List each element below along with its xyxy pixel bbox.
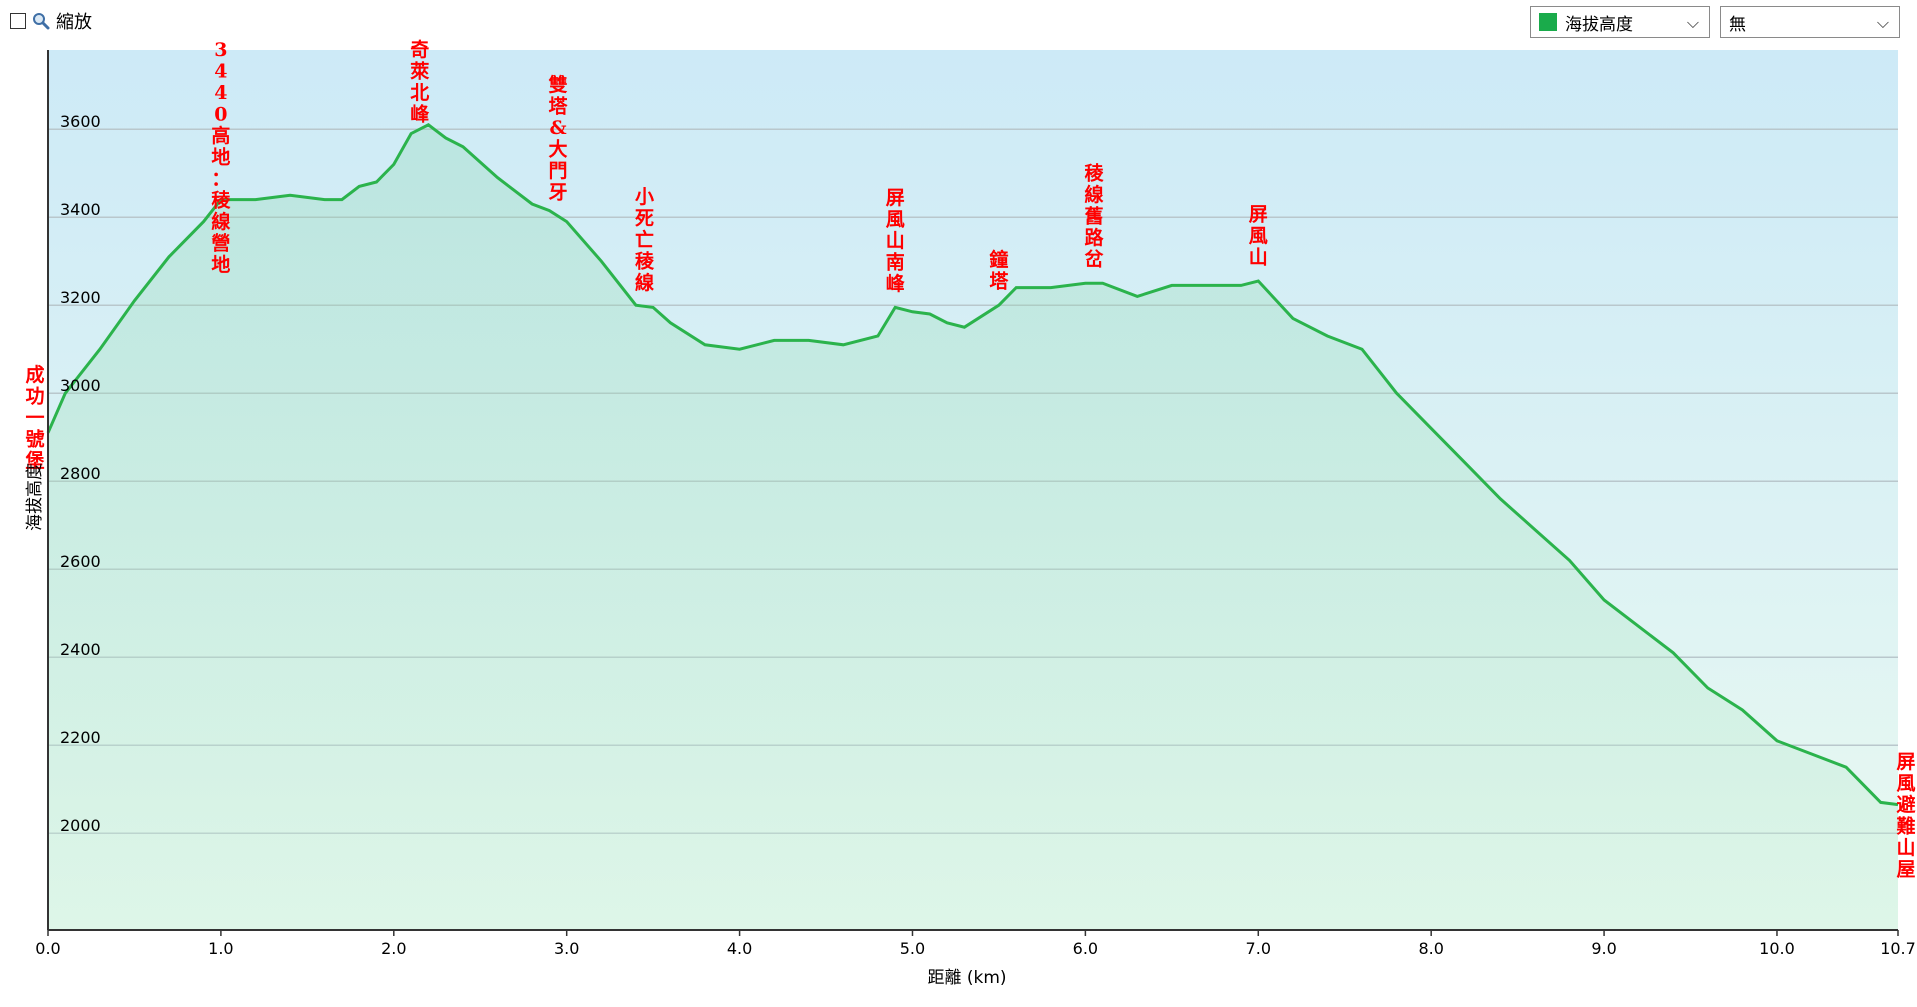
y-tick-label: 3000 — [60, 376, 101, 395]
x-tick-label: 2.0 — [381, 939, 406, 958]
y-axis-label: 海拔高度 — [25, 463, 45, 531]
peak-annotation: 鐘塔 — [989, 248, 1009, 293]
y-tick-label: 2600 — [60, 552, 101, 571]
chevron-down-icon: ⌵ — [1876, 13, 1889, 32]
peak-annotation: 3 4 4 0 高地：稜線營地 — [211, 39, 231, 276]
peak-annotation: 屏風山南峰 — [886, 187, 906, 295]
peak-annotation: 屏風避難山屋 — [1896, 751, 1915, 881]
toolbar: 縮放 海拔高度 ⌵ 無 ⌵ — [0, 0, 1917, 48]
series-color-swatch — [1539, 13, 1557, 31]
x-tick-label: 10.7 — [1880, 939, 1916, 958]
y-tick-label: 3600 — [60, 112, 101, 131]
x-tick-label: 5.0 — [900, 939, 925, 958]
x-tick-label: 0.0 — [35, 939, 60, 958]
chevron-down-icon: ⌵ — [1686, 13, 1699, 32]
peak-annotation: 雙塔&大門牙 — [549, 73, 569, 204]
magnifier-icon — [33, 13, 50, 30]
elevation-line — [46, 123, 1899, 807]
zoom-toggle[interactable]: 縮放 — [10, 8, 92, 34]
y-tick-label: 3400 — [60, 200, 101, 219]
x-tick-label: 1.0 — [208, 939, 233, 958]
series-select-value: 海拔高度 — [1565, 14, 1633, 35]
x-tick-label: 9.0 — [1591, 939, 1616, 958]
secondary-select[interactable]: 無 ⌵ — [1720, 6, 1900, 38]
x-tick-label: 7.0 — [1246, 939, 1271, 958]
x-tick-label: 10.0 — [1759, 939, 1795, 958]
y-tick-label: 2800 — [60, 464, 101, 483]
peak-annotation: 屏風山 — [1249, 204, 1268, 269]
peak-annotation: 成功一號堡 — [25, 363, 44, 472]
y-tick-label: 2400 — [60, 640, 101, 659]
series-select[interactable]: 海拔高度 ⌵ — [1530, 6, 1710, 38]
peak-annotation: 稜線舊路岔 — [1085, 162, 1105, 271]
peak-annotation: 小死亡稜線 — [635, 186, 655, 294]
zoom-label: 縮放 — [56, 12, 92, 33]
elevation-area — [48, 124, 1898, 931]
x-tick-label: 8.0 — [1418, 939, 1443, 958]
x-tick-label: 6.0 — [1073, 939, 1098, 958]
secondary-select-value: 無 — [1729, 14, 1746, 35]
zoom-checkbox[interactable] — [10, 13, 26, 29]
x-axis-label: 距離 (km) — [927, 968, 1006, 988]
x-tick-label: 3.0 — [554, 939, 579, 958]
y-tick-label: 3200 — [60, 288, 101, 307]
peak-annotation: 奇萊北峰 — [409, 38, 430, 126]
x-tick-label: 4.0 — [727, 939, 752, 958]
y-tick-label: 2200 — [60, 728, 101, 747]
y-tick-label: 2000 — [60, 816, 101, 835]
